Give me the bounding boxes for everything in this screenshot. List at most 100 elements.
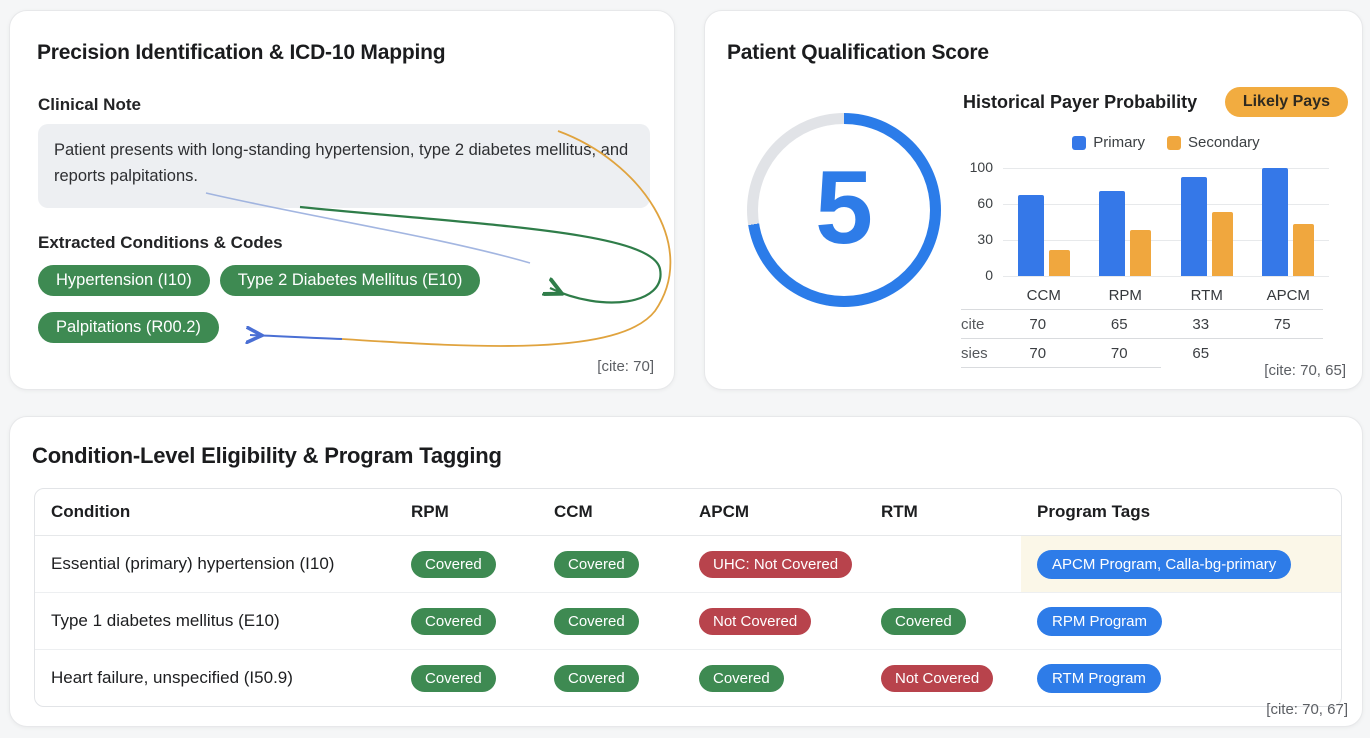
y-axis-tick-label: 0 [985,267,993,283]
legend-item: Secondary [1166,134,1260,151]
bar-primary [1099,190,1126,276]
condition-name: Type 1 diabetes mellitus (E10) [51,611,280,630]
chart-table-value: 33 [1192,315,1210,333]
not-covered-badge: Not Covered [699,607,812,635]
chart-title: Historical Payer Probability [963,92,1198,112]
table-header-row: Condition RPM CCM APCM RTM Program Tags [35,489,1341,536]
status-cell-ccm: Covered [538,664,683,692]
condition-code-pill[interactable]: Palpitations (R00.2) [38,312,219,343]
status-cell-apcm: Not Covered [683,607,865,635]
covered-badge: Covered [554,550,639,578]
chart-data-table: cite 70 65 33 75 sies 70 70 65 [961,309,1323,368]
eligibility-card: Condition-Level Eligibility & Program Ta… [9,416,1363,727]
chart-legend: Primary Secondary [1003,134,1329,151]
status-cell-apcm: UHC: Not Covered [683,550,865,578]
condition-code-pill[interactable]: Hypertension (I10) [38,265,210,296]
column-header-rpm: RPM [411,502,449,521]
x-axis-category-label: CCM [1026,287,1061,304]
score-citation: [cite: 70, 65] [1264,362,1346,379]
score-ring: 5 [747,113,941,307]
chart-gridline [1003,203,1329,205]
y-axis-tick-label: 60 [977,195,993,211]
program-tag-pill[interactable]: APCM Program, Calla-bg-primary [1037,549,1292,579]
eligibility-table: Condition RPM CCM APCM RTM Program Tags Essen… [34,488,1342,707]
chart-table-row-label: sies [961,344,988,362]
status-cell-rpm: Covered [395,550,538,578]
legend-item: Primary [1072,134,1145,151]
status-cell-ccm: Covered [538,607,683,635]
x-axis-category-label: RPM [1108,287,1142,304]
legend-label: Primary [1093,134,1145,151]
status-cell-rpm: Covered [395,664,538,692]
covered-badge: Covered [411,664,496,692]
x-axis-category-label: APCM [1266,287,1310,304]
not-covered-badge: Not Covered [881,664,994,692]
program-tag-pill[interactable]: RTM Program [1037,663,1161,693]
clinical-note-box: Patient presents with long-standing hype… [38,124,650,208]
chart-table-row: cite 70 65 33 75 [961,309,1323,338]
chart-gridline [1003,167,1329,169]
table-row: Essential (primary) hypertension (I10) Co… [35,536,1341,593]
program-tags-cell: APCM Program, Calla-bg-primary [1021,536,1341,592]
chart-gridline [1003,239,1329,241]
status-cell-ccm: Covered [538,550,683,578]
chart-table-value: 70 [1029,315,1047,333]
bar-primary [1262,168,1289,276]
bar-secondary [1211,212,1233,276]
condition-name: Heart failure, unspecified (I50.9) [51,668,293,687]
bar-primary [1180,177,1207,276]
column-header-apcm: APCM [699,502,750,521]
eligibility-card-title: Condition-Level Eligibility & Program Ta… [32,443,502,468]
covered-badge: Covered [881,607,966,635]
legend-label: Secondary [1187,134,1260,151]
chart-table-value: 65 [1110,315,1128,333]
covered-badge: Covered [554,607,639,635]
bar-chart-plot [1003,167,1329,277]
table-row: Heart failure, unspecified (I50.9) Covere… [35,650,1341,706]
status-cell-rpm: Covered [395,607,538,635]
score-card-title: Patient Qualification Score [727,41,989,64]
table-body: Essential (primary) hypertension (I10) Co… [35,536,1341,706]
condition-code-pill[interactable]: Type 2 Diabetes Mellitus (E10) [219,265,481,296]
not-covered-badge: UHC: Not Covered [699,550,853,578]
status-cell-rtm: Not Covered [865,664,1021,692]
covered-badge: Covered [554,664,639,692]
program-tags-cell: RPM Program [1021,606,1341,636]
condition-name: Essential (primary) hypertension (I10) [51,554,335,573]
x-axis-category-label: RTM [1190,287,1223,304]
table-row: Type 1 diabetes mellitus (E10) Covered Cov… [35,593,1341,650]
legend-swatch-icon [1072,135,1087,150]
clinical-note-text: Patient presents with long-standing hype… [54,141,629,185]
qualification-score-card: Patient Qualification Score 5 Historical… [704,10,1363,390]
column-header-program-tags: Program Tags [1037,502,1151,521]
condition-pill-list: Hypertension (I10) Type 2 Diabetes Mellit… [38,265,562,343]
covered-badge: Covered [411,550,496,578]
chart-gridline [1003,275,1329,277]
chart-table-row-label: cite [961,315,985,333]
icd-mapping-card: Precision Identification & ICD-10 Mappin… [9,10,675,390]
score-value: 5 [815,150,873,266]
chart-table-value: 70 [1029,344,1047,362]
program-tags-cell: RTM Program [1021,663,1341,693]
covered-badge: Covered [411,607,496,635]
icd-citation: [cite: 70] [597,358,654,375]
legend-swatch-icon [1166,135,1181,150]
status-cell-apcm: Covered [683,664,865,692]
program-tag-pill[interactable]: RPM Program [1037,606,1163,636]
chart-table-value: 75 [1273,315,1291,333]
bar-primary [1017,195,1044,276]
chart-table-row: sies 70 70 65 [961,338,1323,367]
eligibility-citation: [cite: 70, 67] [1266,701,1348,718]
chart-table-value: 65 [1192,344,1210,362]
covered-badge: Covered [699,664,784,692]
clinical-note-label: Clinical Note [38,95,141,114]
bar-secondary [1293,224,1315,276]
column-header-ccm: CCM [554,502,593,521]
column-header-condition: Condition [51,502,131,521]
y-axis-tick-label: 30 [977,231,993,247]
score-ring-inner: 5 [758,124,930,296]
likely-pays-badge: Likely Pays [1224,87,1348,117]
y-axis-tick-label: 100 [969,159,993,175]
bar-secondary [1048,249,1070,276]
status-cell-rtm: Covered [865,607,1021,635]
